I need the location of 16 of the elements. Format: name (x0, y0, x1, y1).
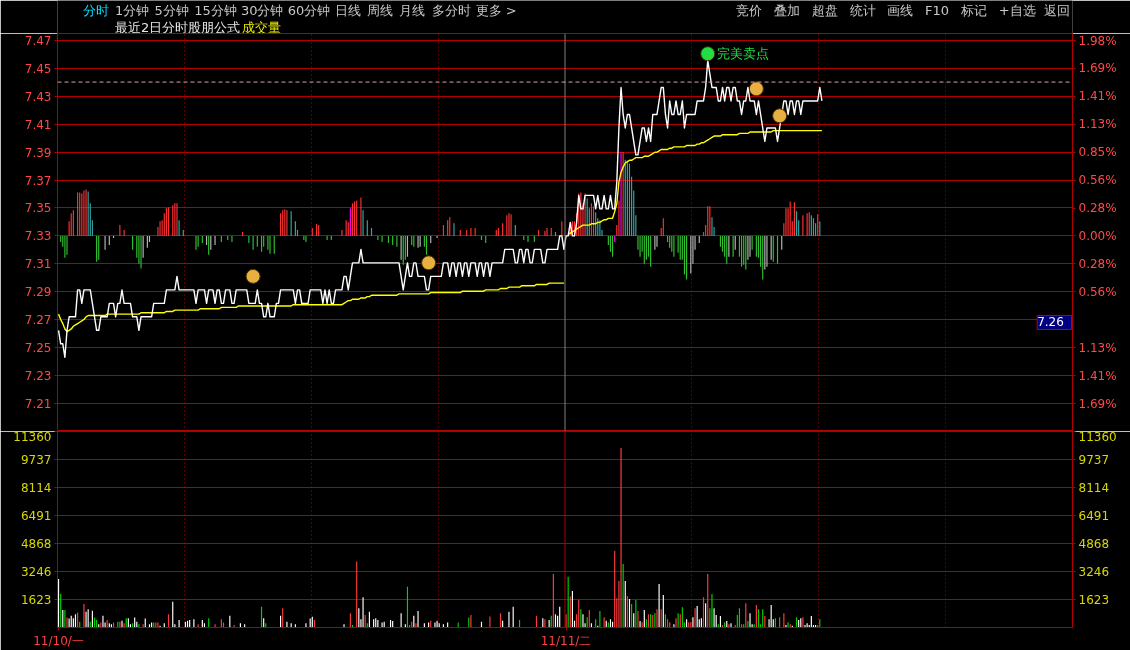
y2-tick-label: 8114 (1078, 481, 1110, 495)
y-tick-label: 4868 (20, 537, 52, 552)
y-tick-label: 3246 (20, 565, 52, 579)
y2-tick-label: 1623 (1078, 593, 1110, 607)
y2-tick-label: 3246 (1078, 565, 1110, 579)
y-tick-label: 8114 (20, 481, 52, 495)
y2-tick-label: 9737 (1078, 453, 1110, 467)
y2-tick-label: 11360 (1078, 429, 1117, 444)
y2-tick-label: 4868 (1078, 537, 1110, 552)
x-tick-label: 11/10/一 (33, 633, 84, 648)
y-tick-label: 9737 (20, 453, 52, 467)
x-tick-label: 11/11/二 (540, 633, 592, 648)
y-tick-label: 6491 (20, 509, 52, 524)
y2-tick-label: 6491 (1078, 509, 1110, 524)
y-tick-label: 1623 (20, 593, 52, 607)
y-tick-label: 11360 (13, 429, 52, 444)
